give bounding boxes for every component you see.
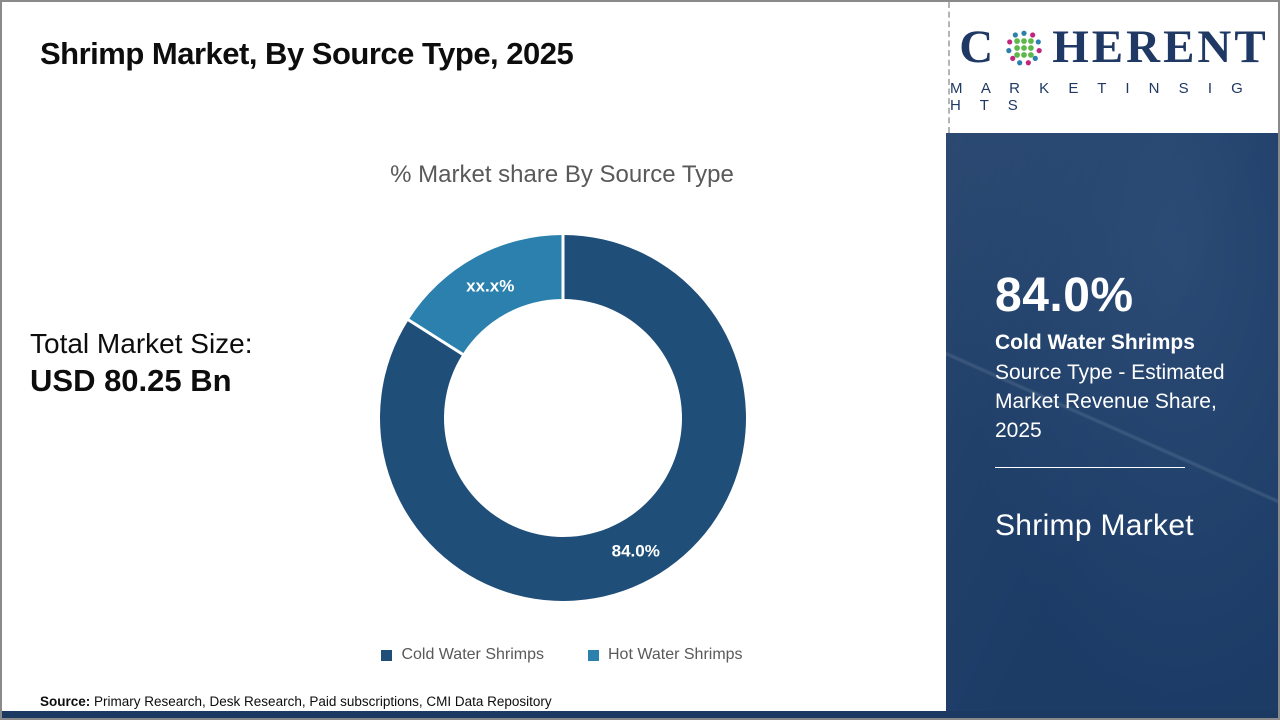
donut-chart-svg: 84.0% xx.x%	[380, 234, 746, 601]
legend-item-cold-water-shrimps[interactable]: Cold Water Shrimps	[381, 646, 544, 664]
source-note-prefix: Source:	[40, 694, 91, 709]
logo-letter-c: C	[959, 21, 997, 73]
coherent-logo: C HERENT	[948, 2, 1278, 133]
logo-wordmark: C HERENT	[959, 22, 1268, 74]
logo-word-herent: HERENT	[1052, 21, 1269, 73]
source-note-text: Primary Research, Desk Research, Paid su…	[90, 694, 552, 709]
highlight-sidebar: 84.0% Cold Water Shrimps Source Type - E…	[946, 133, 1278, 718]
legend-swatch-icon	[588, 649, 599, 661]
page-title: Shrimp Market, By Source Type, 2025	[40, 36, 574, 71]
donut-slice-hot-water-shrimps[interactable]	[408, 235, 563, 355]
legend-item-hot-water-shrimps[interactable]: Hot Water Shrimps	[588, 646, 743, 664]
donut-slice-separator	[406, 318, 465, 357]
chart-legend: Cold Water Shrimps Hot Water Shrimps	[332, 646, 792, 664]
chart-title: % Market share By Source Type	[390, 161, 734, 188]
total-market-size-value: USD 80.25 Bn	[30, 363, 232, 398]
donut-slice-label: xx.x%	[466, 277, 514, 296]
donut-chart: 84.0% xx.x%	[379, 234, 747, 602]
legend-swatch-icon	[381, 649, 393, 661]
highlight-value: 84.0%	[995, 269, 1134, 322]
highlight-description: Source Type - Estimated Market Revenue S…	[995, 361, 1225, 443]
donut-slice-label: 84.0%	[612, 541, 660, 560]
total-market-size-label: Total Market Size:	[30, 328, 253, 359]
total-market-size-block: Total Market Size: USD 80.25 Bn	[30, 326, 253, 401]
bottom-accent-bar	[2, 711, 1278, 718]
legend-label: Cold Water Shrimps	[401, 646, 544, 663]
legend-label: Hot Water Shrimps	[608, 646, 743, 663]
donut-slice-cold-water-shrimps[interactable]	[380, 235, 746, 601]
sidebar-divider	[995, 467, 1185, 469]
logo-subtitle: M A R K E T I N S I G H T S	[950, 79, 1251, 114]
source-note: Source: Primary Research, Desk Research,…	[40, 694, 552, 709]
highlight-segment-name: Cold Water Shrimps	[995, 331, 1195, 354]
sidebar-market-name: Shrimp Market	[995, 509, 1194, 543]
coherent-globe-icon	[1006, 30, 1042, 65]
